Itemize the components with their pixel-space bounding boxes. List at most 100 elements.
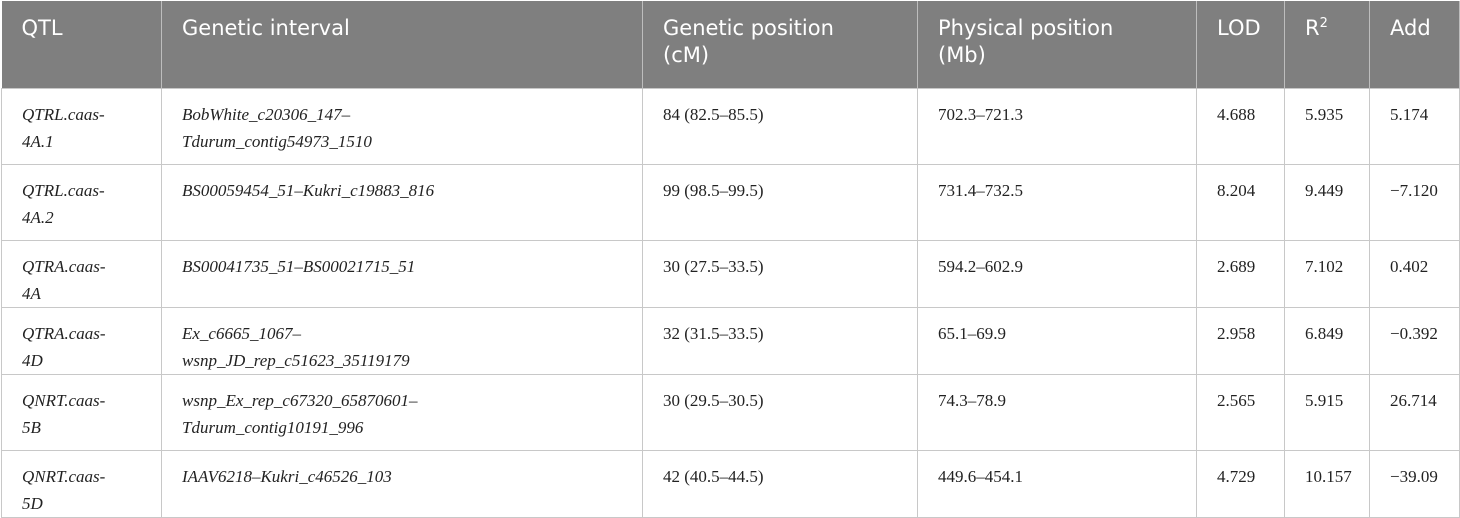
header-text: Add	[1390, 16, 1431, 40]
cell-text: 6.849	[1305, 324, 1344, 343]
column-header: Genetic interval	[161, 1, 643, 89]
table-cell: 10.157	[1284, 450, 1370, 518]
table-row: QTRA.caas-4D Ex_c6665_1067–wsnp_JD_rep_c5…	[1, 307, 1460, 375]
table-row: QNRT.caas-5D IAAV6218–Kukri_c46526_103 42 …	[1, 450, 1460, 518]
table-cell: 0.402	[1369, 240, 1460, 308]
cell-text: 5.935	[1305, 105, 1344, 124]
cell-text: 5.915	[1305, 391, 1344, 410]
cell-text: BS00041735_51–BS00021715_51	[182, 257, 416, 276]
table-cell: 702.3–721.3	[917, 88, 1197, 165]
table-cell: 99 (98.5–99.5)	[642, 164, 918, 241]
cell-text: QTRA.caas-4A	[22, 257, 106, 303]
header-text: R	[1305, 16, 1320, 40]
cell-text: QTRL.caas-4A.1	[22, 105, 105, 151]
cell-text: −7.120	[1390, 181, 1438, 200]
table-cell: QNRT.caas-5B	[1, 374, 162, 451]
table-cell: Ex_c6665_1067–wsnp_JD_rep_c51623_3511917…	[161, 307, 643, 375]
column-header: QTL	[1, 1, 162, 89]
cell-text: 30 (27.5–33.5)	[663, 257, 764, 276]
cell-text: Ex_c6665_1067–wsnp_JD_rep_c51623_3511917…	[182, 324, 410, 370]
cell-text: 702.3–721.3	[938, 105, 1023, 124]
cell-text: 0.402	[1390, 257, 1429, 276]
cell-text: QNRT.caas-5B	[22, 391, 106, 437]
table-cell: QTRA.caas-4A	[1, 240, 162, 308]
table-row: QTRA.caas-4A BS00041735_51–BS00021715_51 3…	[1, 240, 1460, 308]
table-cell: BobWhite_c20306_147–Tdurum_contig54973_1…	[161, 88, 643, 165]
table-cell: 2.958	[1196, 307, 1285, 375]
table-row: QTRL.caas-4A.2 BS00059454_51–Kukri_c19883…	[1, 164, 1460, 241]
cell-text: 26.714	[1390, 391, 1437, 410]
table-cell: 30 (27.5–33.5)	[642, 240, 918, 308]
table-cell: 2.689	[1196, 240, 1285, 308]
cell-text: 74.3–78.9	[938, 391, 1006, 410]
table-cell: 5.174	[1369, 88, 1460, 165]
cell-text: 9.449	[1305, 181, 1344, 200]
table-cell: IAAV6218–Kukri_c46526_103	[161, 450, 643, 518]
cell-text: 4.729	[1217, 467, 1256, 486]
cell-text: QNRT.caas-5D	[22, 467, 106, 513]
cell-text: QTRL.caas-4A.2	[22, 181, 105, 227]
table-cell: 74.3–78.9	[917, 374, 1197, 451]
table-cell: 8.204	[1196, 164, 1285, 241]
table-cell: −0.392	[1369, 307, 1460, 375]
table-cell: 32 (31.5–33.5)	[642, 307, 918, 375]
table-cell: QTRA.caas-4D	[1, 307, 162, 375]
header-row: QTL Genetic interval Genetic position (cM)…	[1, 1, 1460, 89]
cell-text: 5.174	[1390, 105, 1429, 124]
table-cell: 449.6–454.1	[917, 450, 1197, 518]
table-header: QTL Genetic interval Genetic position (cM)…	[1, 1, 1460, 89]
cell-text: QTRA.caas-4D	[22, 324, 106, 370]
header-text: QTL	[21, 16, 63, 40]
table-cell: QNRT.caas-5D	[1, 450, 162, 518]
cell-text: 594.2–602.9	[938, 257, 1023, 276]
table-cell: wsnp_Ex_rep_c67320_65870601–Tdurum_conti…	[161, 374, 643, 451]
header-text: Genetic position (cM)	[663, 16, 834, 67]
cell-text: −0.392	[1390, 324, 1438, 343]
column-header: Add	[1369, 1, 1460, 89]
table-cell: −39.09	[1369, 450, 1460, 518]
cell-text: 10.157	[1305, 467, 1352, 486]
table-cell: 6.849	[1284, 307, 1370, 375]
table-row: QTRL.caas-4A.1 BobWhite_c20306_147–Tdurum…	[1, 88, 1460, 165]
cell-text: 449.6–454.1	[938, 467, 1023, 486]
header-text: Physical position (Mb)	[938, 16, 1114, 67]
table-cell: 65.1–69.9	[917, 307, 1197, 375]
cell-text: 99 (98.5–99.5)	[663, 181, 764, 200]
table-cell: BS00059454_51–Kukri_c19883_816	[161, 164, 643, 241]
header-text: Genetic interval	[182, 16, 350, 40]
cell-text: IAAV6218–Kukri_c46526_103	[182, 467, 392, 486]
table-body: QTRL.caas-4A.1 BobWhite_c20306_147–Tdurum…	[1, 88, 1460, 518]
cell-text: BobWhite_c20306_147–Tdurum_contig54973_1…	[182, 105, 372, 151]
cell-text: −39.09	[1390, 467, 1438, 486]
table-cell: 42 (40.5–44.5)	[642, 450, 918, 518]
table-cell: 30 (29.5–30.5)	[642, 374, 918, 451]
cell-text: 2.958	[1217, 324, 1256, 343]
cell-text: 32 (31.5–33.5)	[663, 324, 764, 343]
cell-text: 2.689	[1217, 257, 1256, 276]
table-cell: 731.4–732.5	[917, 164, 1197, 241]
table-cell: 4.688	[1196, 88, 1285, 165]
cell-text: 7.102	[1305, 257, 1344, 276]
table-cell: 4.729	[1196, 450, 1285, 518]
cell-text: 2.565	[1217, 391, 1256, 410]
cell-text: 8.204	[1217, 181, 1256, 200]
cell-text: 84 (82.5–85.5)	[663, 105, 764, 124]
cell-text: 42 (40.5–44.5)	[663, 467, 764, 486]
table-cell: 594.2–602.9	[917, 240, 1197, 308]
column-header: R2	[1284, 1, 1370, 89]
column-header: Genetic position (cM)	[642, 1, 918, 89]
cell-text: BS00059454_51–Kukri_c19883_816	[182, 181, 435, 200]
column-header: Physical position (Mb)	[917, 1, 1197, 89]
cell-text: 731.4–732.5	[938, 181, 1023, 200]
table-cell: QTRL.caas-4A.2	[1, 164, 162, 241]
table-cell: 5.935	[1284, 88, 1370, 165]
column-header: LOD	[1196, 1, 1285, 89]
cell-text: 30 (29.5–30.5)	[663, 391, 764, 410]
cell-text: wsnp_Ex_rep_c67320_65870601–Tdurum_conti…	[182, 391, 418, 437]
table-cell: 5.915	[1284, 374, 1370, 451]
table-cell: 9.449	[1284, 164, 1370, 241]
table-cell: 2.565	[1196, 374, 1285, 451]
table-cell: BS00041735_51–BS00021715_51	[161, 240, 643, 308]
table-cell: 7.102	[1284, 240, 1370, 308]
